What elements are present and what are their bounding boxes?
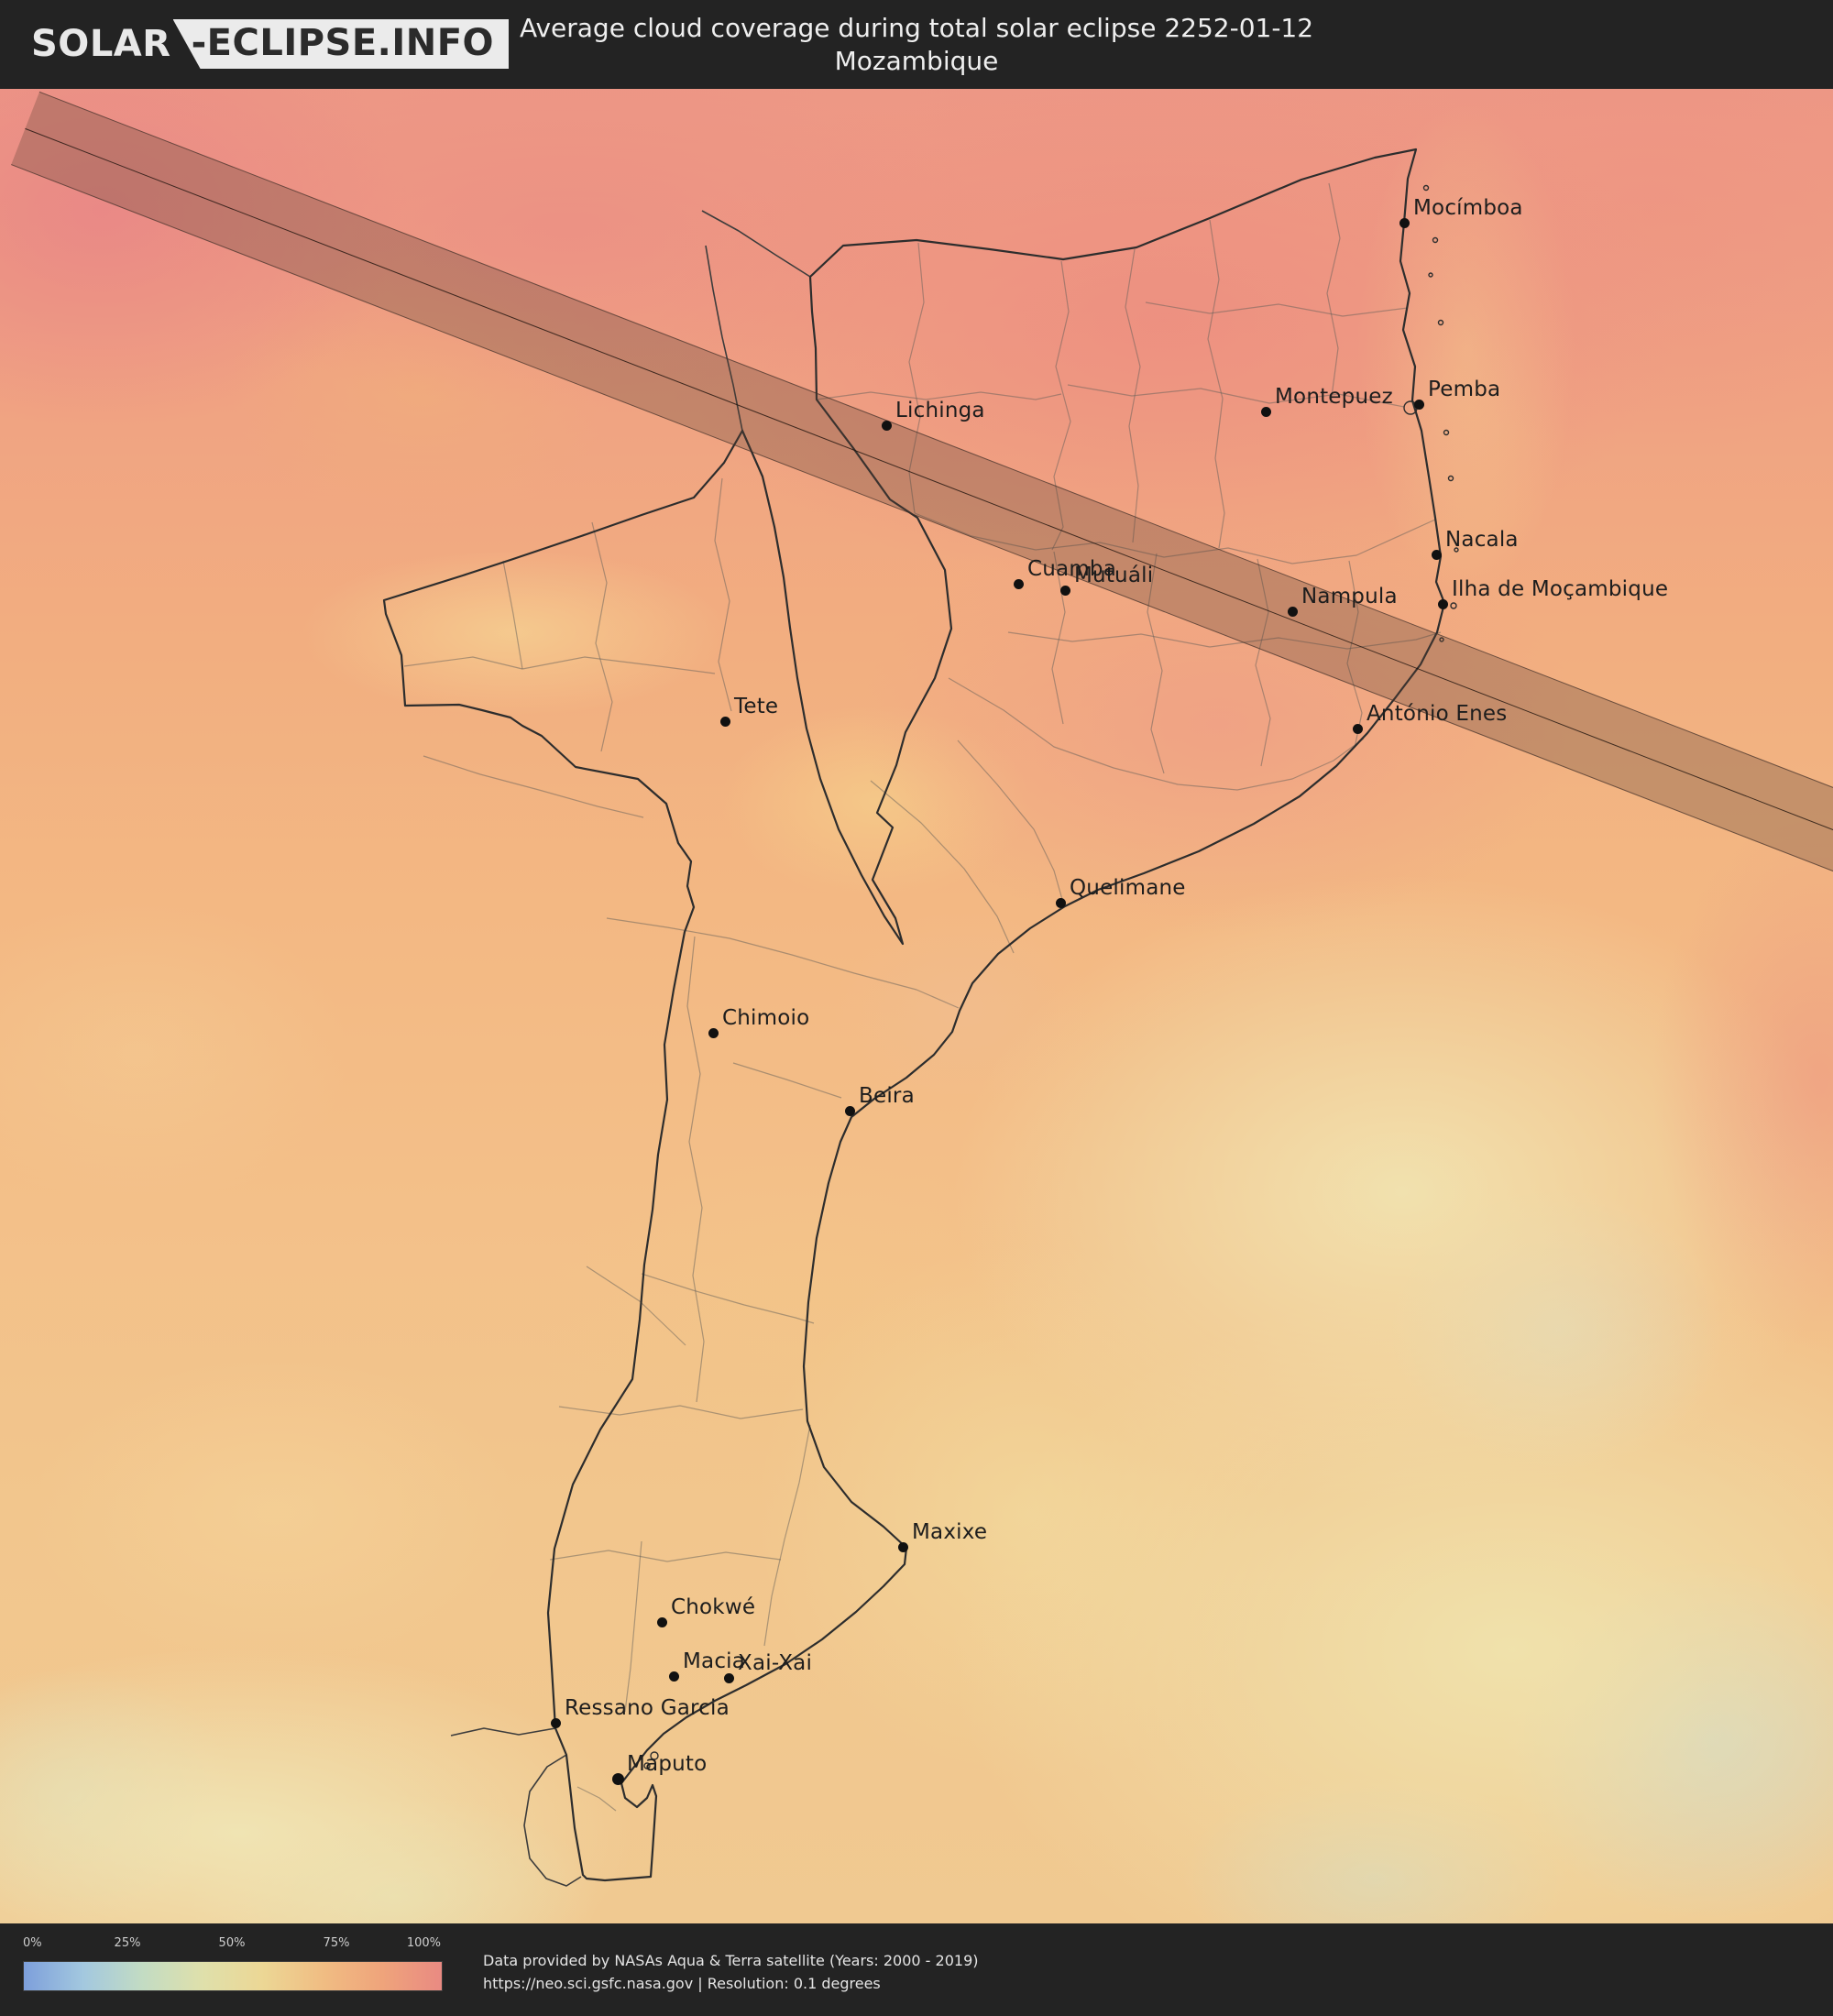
city-label: Chokwé	[671, 1595, 756, 1619]
city-label: Ilha de Moçambique	[1452, 577, 1669, 601]
island-outlines	[643, 184, 1459, 1769]
city-dot	[1399, 217, 1410, 228]
legend-tick: 0%	[23, 1936, 42, 1950]
city-label: Xai-Xai	[738, 1651, 813, 1675]
mozambique-border	[382, 148, 1446, 1882]
attribution-line1: Data provided by NASAs Aqua & Terra sate…	[483, 1952, 979, 1969]
city-dot	[1055, 897, 1066, 908]
cloud-coverage-legend: 0% 25% 50% 75% 100%	[23, 1934, 443, 1999]
city-dot	[1013, 578, 1024, 589]
city-dot	[723, 1672, 734, 1683]
city-label: António Enes	[1367, 702, 1508, 726]
page-subtitle: Mozambique	[834, 45, 999, 76]
map-titles: Average cloud coverage during total sola…	[0, 0, 1833, 89]
city-label: Maxixe	[912, 1520, 988, 1544]
attribution-line2: https://neo.sci.gsfc.nasa.gov | Resoluti…	[483, 1975, 881, 1992]
city-dot	[656, 1616, 667, 1627]
legend-tick: 50%	[218, 1936, 246, 1950]
city-dot	[668, 1671, 679, 1682]
city-dot	[719, 716, 730, 727]
logo-text-eclipse-info: -ECLIPSE.INFO	[172, 19, 510, 69]
city-label: Nacala	[1445, 528, 1519, 552]
city-label: Montepuez	[1275, 385, 1393, 409]
city-dot	[1431, 549, 1442, 560]
city-label: Lichinga	[895, 399, 985, 422]
city-label: Nampula	[1301, 585, 1398, 608]
footer-bar: 0% 25% 50% 75% 100% Data provided by NASAs A…	[0, 1923, 1833, 2016]
neighbor-borders	[450, 210, 811, 1887]
city-label: Mutuáli	[1074, 564, 1154, 587]
city-label: Chimoio	[722, 1006, 810, 1030]
city-dot	[1352, 723, 1363, 734]
legend-gradient-bar	[23, 1961, 443, 1991]
city-dot	[1059, 585, 1070, 596]
city-label: Cuamba	[1027, 557, 1117, 581]
city-label: Pemba	[1428, 378, 1501, 401]
legend-tick: 75%	[323, 1936, 350, 1950]
city-dot	[550, 1717, 561, 1728]
city-dot	[1260, 406, 1271, 417]
city-dot	[1287, 606, 1298, 617]
city-dot	[881, 420, 892, 431]
city-dot	[611, 1772, 624, 1785]
city-label: Mocímboa	[1413, 196, 1523, 220]
city-dot	[708, 1027, 719, 1038]
city-dot	[897, 1541, 908, 1552]
legend-ticks: 0% 25% 50% 75% 100%	[23, 1936, 441, 1953]
page-title: Average cloud coverage during total sola…	[519, 12, 1314, 43]
logo-text-solar: SOLAR	[31, 23, 171, 65]
header-bar: SOLAR -ECLIPSE.INFO Average cloud coverag…	[0, 0, 1833, 89]
city-label: Quelimane	[1070, 876, 1186, 900]
site-logo[interactable]: SOLAR -ECLIPSE.INFO	[31, 19, 510, 69]
city-label: Ressano Garcia	[565, 1696, 730, 1720]
legend-tick: 100%	[406, 1936, 441, 1950]
city-label: Beira	[859, 1084, 915, 1108]
legend-tick: 25%	[114, 1936, 141, 1950]
city-dot	[844, 1105, 855, 1116]
data-attribution: Data provided by NASAs Aqua & Terra sate…	[483, 1949, 979, 1995]
city-dot	[1437, 598, 1448, 609]
city-label: Maputo	[627, 1752, 708, 1776]
city-label: Tete	[734, 695, 779, 718]
city-label: Macia	[683, 1649, 746, 1673]
city-dot	[1413, 399, 1424, 410]
